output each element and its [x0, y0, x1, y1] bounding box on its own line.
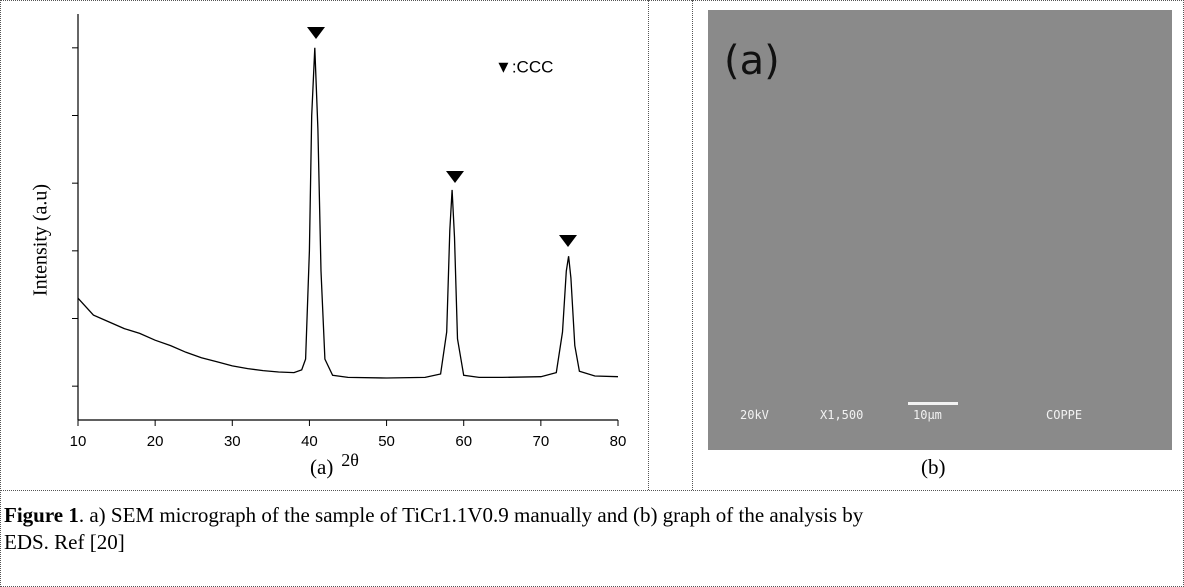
figure-caption: Figure 1. a) SEM micrograph of the sampl… [4, 502, 884, 556]
row-divider [0, 490, 1184, 491]
x-tick-label: 50 [378, 433, 395, 450]
subfigure-label: (a) [310, 455, 334, 479]
sem-image: (a) 20kV X1,500 10μm COPPE [708, 10, 1172, 450]
x-tick-label: 30 [224, 433, 241, 450]
cell-divider [648, 0, 649, 490]
subfigure-label: (b) [921, 455, 946, 479]
x-axis-label: 2θ [341, 450, 359, 470]
x-tick-label: 20 [147, 433, 164, 450]
sem-magnification: X1,500 [820, 408, 864, 422]
peak-marker [307, 27, 325, 39]
sem-lab: COPPE [1046, 408, 1083, 422]
scale-bar [908, 402, 958, 405]
x-tick-label: 70 [533, 433, 550, 450]
cell-divider [692, 0, 693, 490]
figure-number: Figure 1 [4, 503, 79, 527]
sem-scale: 10μm [913, 408, 942, 422]
peak-marker [559, 235, 577, 247]
xrd-chart: ▼:CCC 2θ Intensity (a.u) 10 20 30 40 50 60 70 8… [30, 14, 627, 470]
image-label: (a) [724, 38, 780, 84]
peak-marker [446, 171, 464, 183]
sem-voltage: 20kV [740, 408, 769, 422]
y-axis-label: Intensity (a.u) [30, 184, 52, 296]
legend-text: ▼:CCC [495, 57, 553, 76]
caption-text: . a) SEM micrograph of the sample of TiC… [4, 503, 864, 554]
x-tick-label: 40 [301, 433, 318, 450]
x-tick-label: 60 [455, 433, 472, 450]
x-tick-label: 10 [70, 433, 87, 450]
data-line [77, 47, 619, 379]
x-tick-label: 80 [610, 433, 627, 450]
